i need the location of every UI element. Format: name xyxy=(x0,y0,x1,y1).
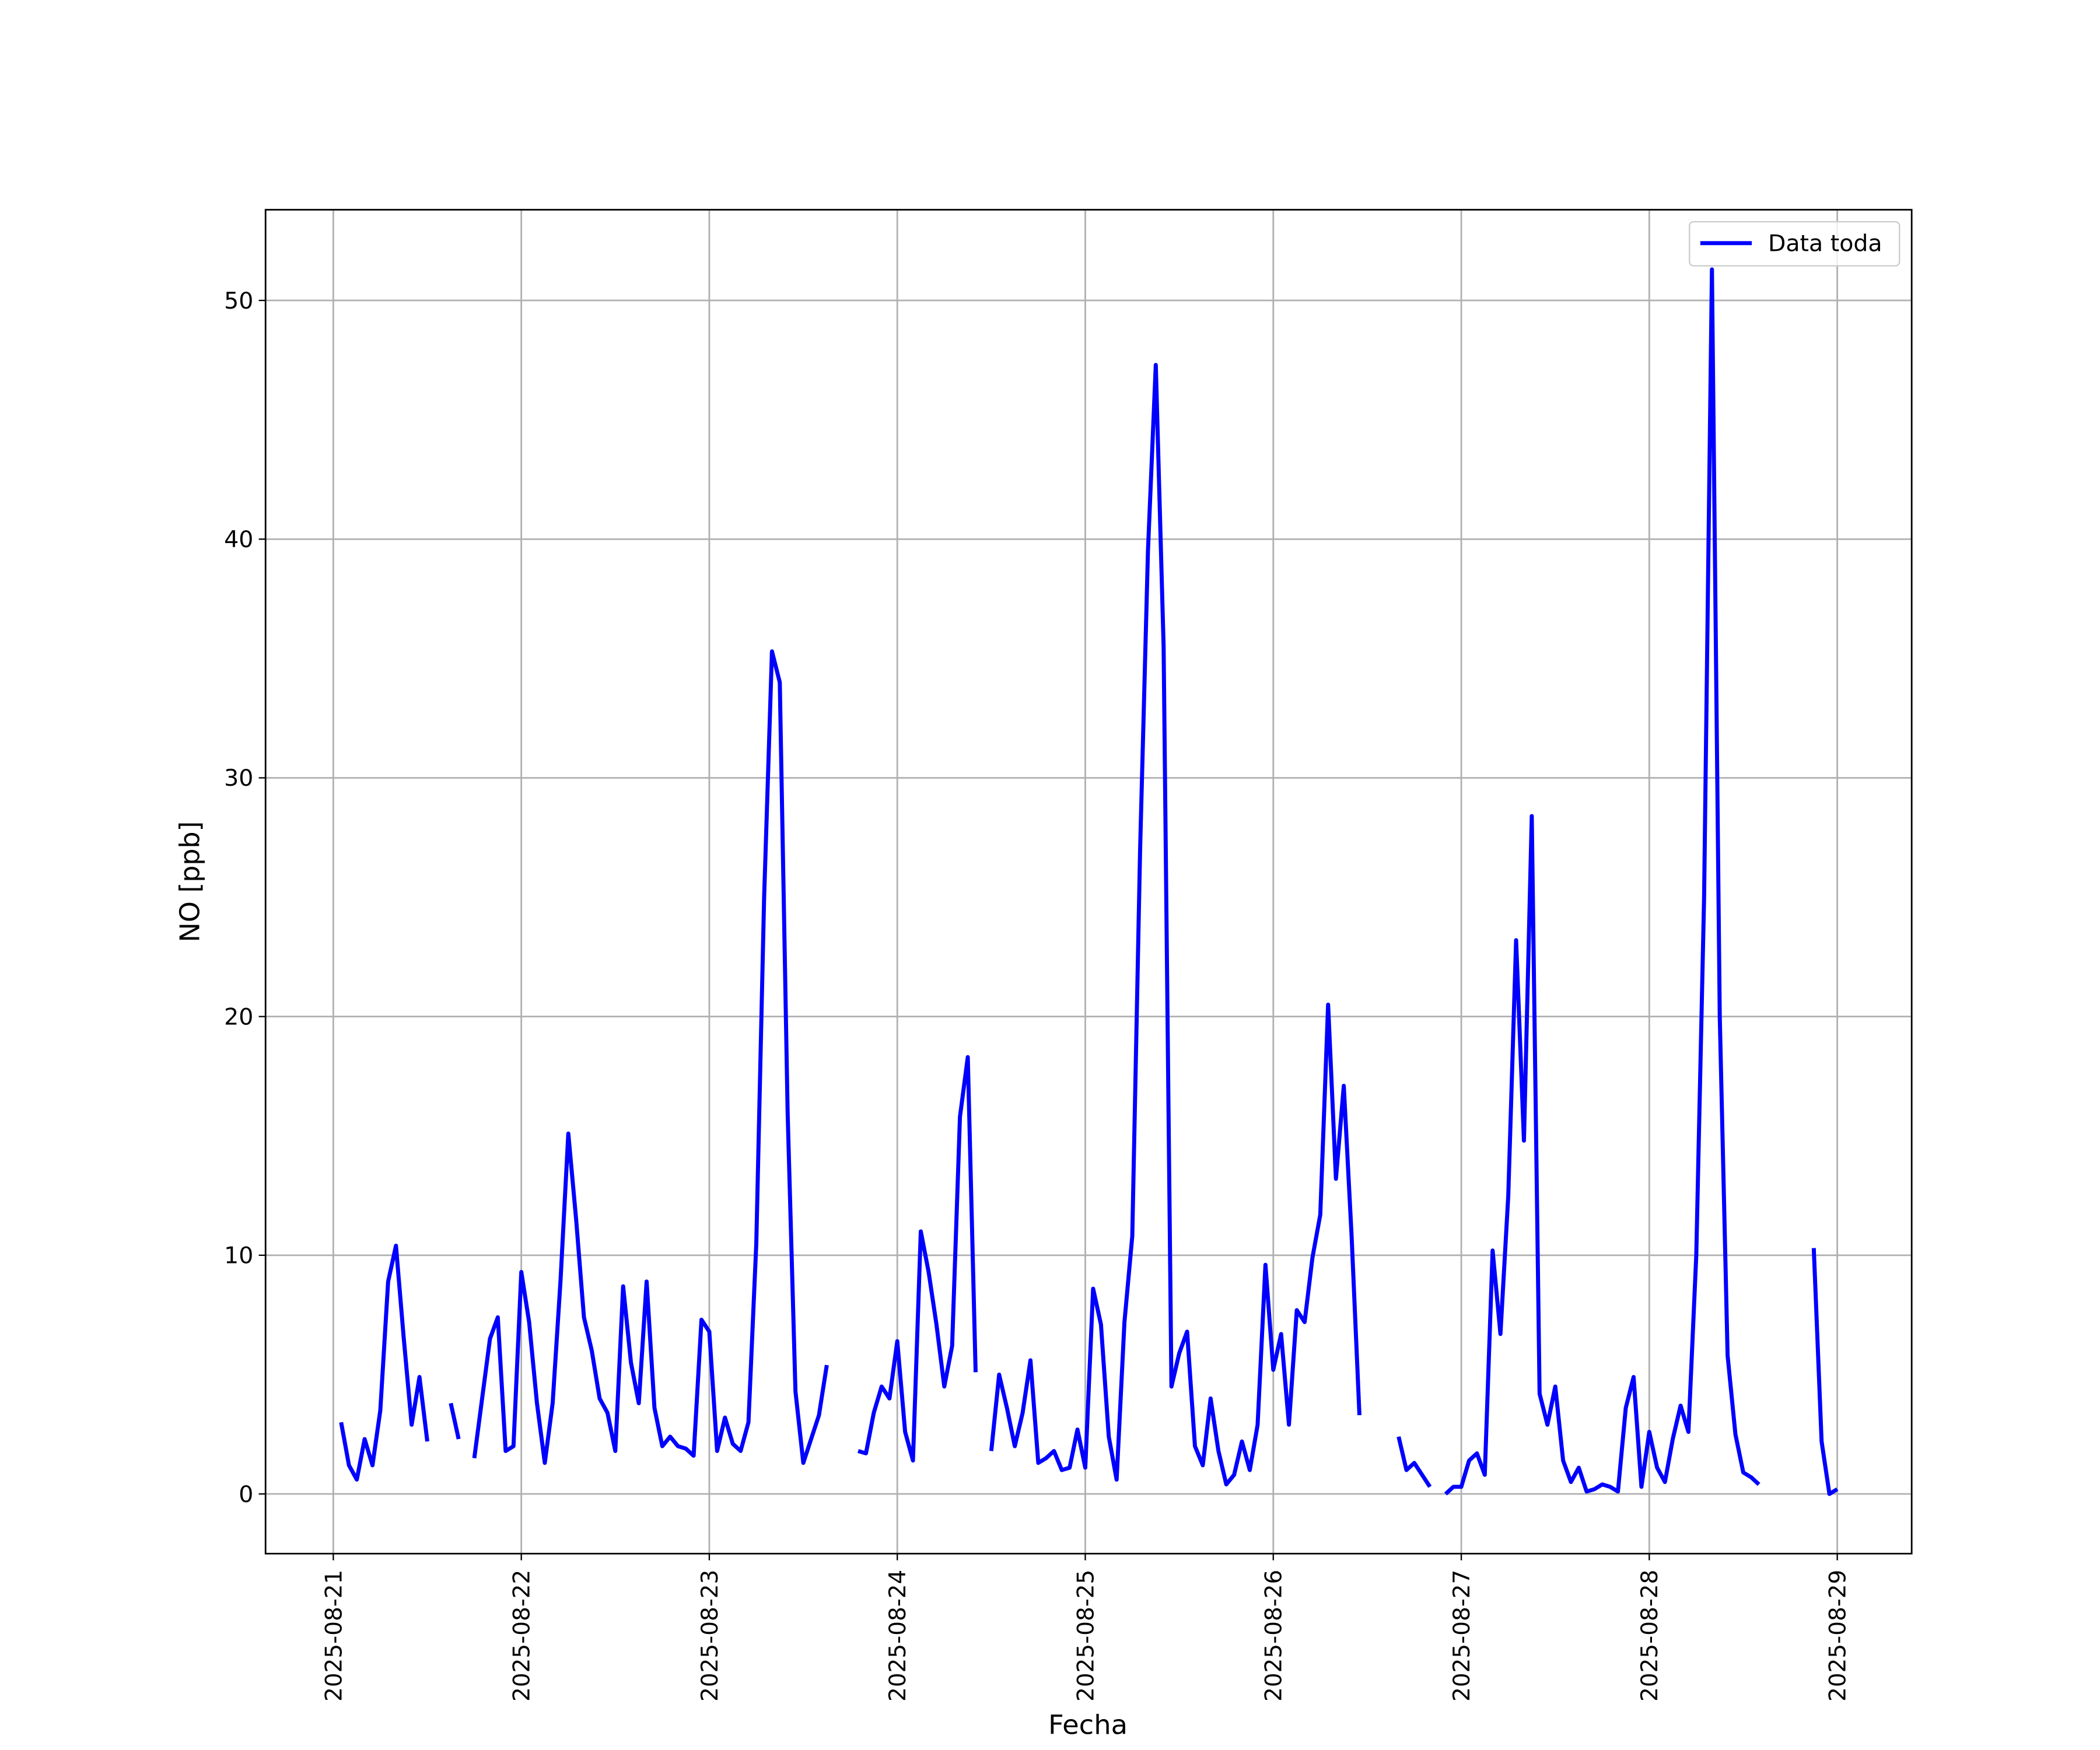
x-tick-label: 2025-08-21 xyxy=(321,1570,347,1702)
legend-box xyxy=(1689,221,1901,267)
legend: Data toda xyxy=(1689,221,1901,267)
y-tick-label: 10 xyxy=(224,1243,253,1269)
x-axis-label: Fecha xyxy=(1048,1709,1128,1741)
x-tick-label: 2025-08-27 xyxy=(1449,1570,1475,1702)
ticks: 0 10 20 30 40 50 2025-08-21 2025-08-22 2025-08-2… xyxy=(224,288,1852,1702)
y-tick-label: 20 xyxy=(224,1005,253,1031)
y-tick-label: 30 xyxy=(224,765,253,792)
x-tick-label: 2025-08-29 xyxy=(1825,1570,1851,1702)
grid xyxy=(265,209,1912,1554)
legend-label: Data toda xyxy=(1768,231,1882,257)
x-tick-label: 2025-08-26 xyxy=(1261,1570,1287,1702)
x-tick-label: 2025-08-22 xyxy=(509,1570,535,1702)
data-line xyxy=(339,267,1839,1496)
plot-area xyxy=(339,267,1839,1496)
y-tick-label: 0 xyxy=(239,1482,253,1508)
y-axis-label: NO [ppb] xyxy=(174,821,205,943)
y-tick-label: 40 xyxy=(224,527,253,553)
x-tick-label: 2025-08-23 xyxy=(697,1570,723,1702)
x-tick-label: 2025-08-28 xyxy=(1637,1570,1663,1702)
y-tick-label: 50 xyxy=(224,288,253,314)
x-tick-label: 2025-08-24 xyxy=(885,1570,911,1702)
x-tick-label: 2025-08-25 xyxy=(1073,1570,1099,1702)
axes-frame xyxy=(264,209,1913,1555)
